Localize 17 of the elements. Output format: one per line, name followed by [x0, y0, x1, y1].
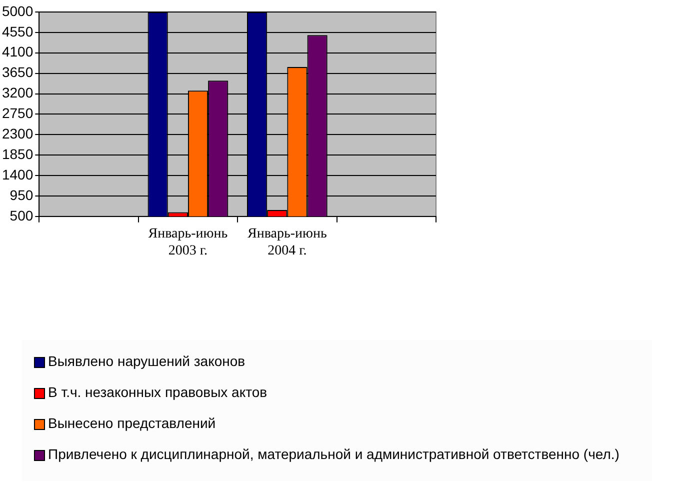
y-tick-label: 3200 [2, 84, 34, 101]
y-tick-label: 4550 [2, 23, 34, 40]
y-tick-label: 500 [10, 207, 34, 224]
y-tick-label: 950 [10, 186, 34, 203]
y-tick-label: 4100 [2, 44, 34, 60]
legend-label: Вынесено представлений [48, 415, 216, 431]
legend-label: Выявлено нарушений законов [48, 353, 246, 369]
legend-label: Привлечено к дисциплинарной, материальной и административной ответственно (чел.) [48, 446, 620, 462]
y-tick-label: 1850 [2, 146, 34, 162]
legend-label: В т.ч. незаконных правовых актов [48, 384, 268, 400]
y-tick-label: 3650 [2, 64, 34, 80]
x-tick-label: Январь-июнь 2004 г. [248, 226, 327, 258]
y-tick-label: 2750 [2, 105, 34, 122]
x-tick-label: Январь-июнь 2003 г. [148, 226, 228, 258]
y-tick-label: 1400 [2, 166, 34, 182]
y-tick-label: 5000 [2, 2, 34, 19]
y-tick-label: 2300 [2, 126, 34, 142]
